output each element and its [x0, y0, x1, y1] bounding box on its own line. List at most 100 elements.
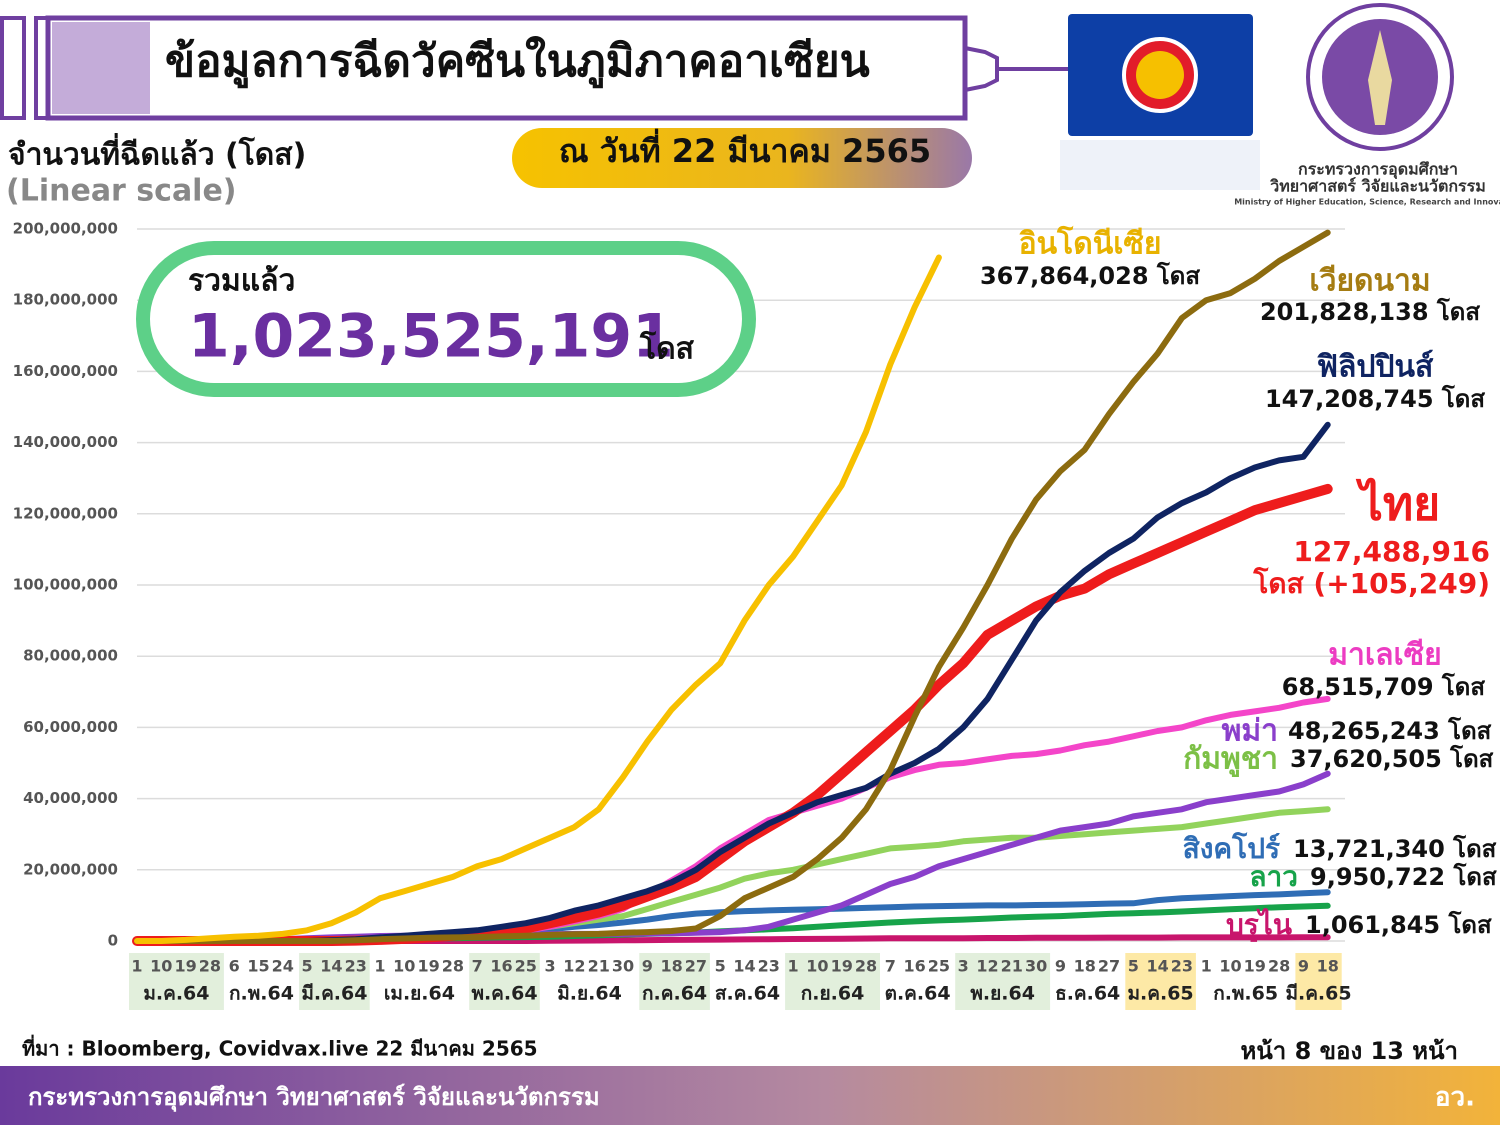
- x-tick-label: 12: [976, 957, 998, 976]
- month-label: พ.ค.64: [471, 983, 537, 1005]
- y-tick-label: 40,000,000: [23, 789, 118, 807]
- footer-bar: [0, 1066, 1500, 1125]
- x-tick-label: 27: [1098, 957, 1120, 976]
- footer-ministry: กระทรวงการอุดมศึกษา วิทยาศาสตร์ วิจัยและ…: [28, 1083, 600, 1113]
- x-tick-label: 18: [1074, 957, 1096, 976]
- x-tick-label: 9: [1298, 957, 1309, 976]
- month-label: มิ.ย.64: [557, 983, 622, 1005]
- ministry-th-2: วิทยาศาสตร์ วิจัยและนวัตกรรม: [1269, 177, 1486, 196]
- month-label: ก.ย.64: [801, 983, 865, 1005]
- x-tick-label: 10: [806, 957, 828, 976]
- total-unit: โดส: [639, 330, 695, 367]
- source: ที่มา : Bloomberg, Covidvax.live 22 มีนา…: [22, 1034, 538, 1061]
- x-tick-label: 9: [1055, 957, 1066, 976]
- y-tick-label: 200,000,000: [13, 220, 118, 238]
- footer-abbr: อว.: [1435, 1083, 1475, 1113]
- x-tick-label: 18: [660, 957, 682, 976]
- x-tick-label: 7: [472, 957, 483, 976]
- x-tick-label: 16: [903, 957, 925, 976]
- month-highlight: [299, 953, 370, 1010]
- x-tick-label: 23: [758, 957, 780, 976]
- end-value-label: 9,950,722 โดส: [1310, 862, 1497, 891]
- date-pill: [512, 128, 972, 188]
- y-tick-label: 60,000,000: [23, 718, 118, 736]
- y-axis-title: จำนวนที่ฉีดแล้ว (โดส): [8, 133, 306, 173]
- ministry-en: Ministry of Higher Education, Science, R…: [1234, 198, 1500, 207]
- x-tick-label: 19: [1244, 957, 1266, 976]
- x-tick-label: 30: [612, 957, 634, 976]
- month-highlight: [785, 953, 880, 1010]
- month-label: ม.ค.65: [1128, 983, 1194, 1005]
- x-tick-label: 6: [229, 957, 240, 976]
- legend-label: พม่า: [1222, 714, 1278, 749]
- y-tick-label: 100,000,000: [13, 576, 118, 594]
- end-value-label: 37,620,505 โดส: [1290, 744, 1494, 773]
- series-line: [134, 421, 1331, 944]
- month-highlight: [955, 953, 1051, 1010]
- legend-label: ลาว: [1249, 860, 1298, 893]
- month-label: ก.ค.64: [642, 983, 707, 1005]
- x-tick-label: 1: [374, 957, 385, 976]
- month-label: ส.ค.64: [715, 983, 780, 1005]
- x-tick-label: 1: [131, 957, 142, 976]
- legend-label: บรูไน: [1226, 908, 1292, 942]
- total-box: [136, 241, 756, 397]
- date: ณ วันที่ 22 มีนาคม 2565: [559, 128, 931, 170]
- end-value-label: 367,864,028 โดส: [980, 261, 1200, 290]
- lines: [132, 229, 1333, 946]
- x-tick-label: 23: [345, 957, 367, 976]
- x-tick-label: 28: [1268, 957, 1290, 976]
- total-value: 1,023,525,191: [188, 302, 674, 372]
- y-tick-label: 20,000,000: [23, 860, 118, 878]
- asean-flag: [1060, 14, 1260, 190]
- x-tick-label: 12: [563, 957, 585, 976]
- series-line: [134, 806, 1331, 944]
- x-tick-label: 24: [272, 957, 294, 976]
- x-tick-label: 25: [515, 957, 537, 976]
- end-value-label: 201,828,138 โดส: [1260, 297, 1480, 326]
- end-value-label: 13,721,340 โดส: [1293, 834, 1497, 863]
- title: ข้อมูลการฉีดวัคซีนในภูมิภาคอาเซียน: [165, 35, 870, 88]
- x-tick-label: 28: [442, 957, 464, 976]
- legend-label: กัมพูชา: [1183, 742, 1278, 778]
- month-highlight: [1125, 953, 1196, 1010]
- month-highlight: [129, 953, 224, 1010]
- x-tick-label: 28: [855, 957, 877, 976]
- month-label: ต.ค.64: [885, 983, 951, 1005]
- month-highlight: [1295, 953, 1342, 1010]
- legend-label: อินโดนีเซีย: [1019, 225, 1162, 262]
- month-label: มี.ค.65: [1285, 983, 1351, 1005]
- x-tick-label: 16: [490, 957, 512, 976]
- x-tick-label: 25: [928, 957, 950, 976]
- y-tick-label: 80,000,000: [23, 647, 118, 665]
- x-tick-label: 19: [831, 957, 853, 976]
- y-tick-label: 180,000,000: [13, 291, 118, 309]
- month-highlight: [639, 953, 710, 1010]
- series-line: [132, 483, 1333, 946]
- x-tick-label: 19: [174, 957, 196, 976]
- y-tick-label: 160,000,000: [13, 362, 118, 380]
- x-tick-label: 9: [642, 957, 653, 976]
- legend-label: มาเลเซีย: [1328, 638, 1441, 673]
- x-tick-label: 7: [885, 957, 896, 976]
- month-label: ธ.ค.64: [1055, 983, 1120, 1005]
- month-highlight: [469, 953, 540, 1010]
- month-label: เม.ย.64: [384, 983, 455, 1005]
- end-value-label: 68,515,709 โดส: [1282, 672, 1486, 701]
- series-line: [134, 254, 942, 944]
- end-note-label: โดส (+105,249): [1252, 566, 1490, 600]
- month-label: ก.พ.65: [1213, 983, 1278, 1005]
- end-value-label: 127,488,916: [1293, 535, 1490, 568]
- x-tick-label: 28: [199, 957, 221, 976]
- y-tick-label: 120,000,000: [13, 504, 118, 522]
- scale-note: (Linear scale): [6, 174, 237, 209]
- x-tick-label: 14: [1146, 957, 1168, 976]
- ministry-logo: [1306, 3, 1454, 151]
- x-tick-label: 27: [685, 957, 707, 976]
- syringe: [0, 15, 1068, 121]
- month-label: ก.พ.64: [229, 983, 294, 1005]
- x-tick-label: 23: [1171, 957, 1193, 976]
- x-tick-label: 15: [247, 957, 269, 976]
- x-tick-label: 10: [150, 957, 172, 976]
